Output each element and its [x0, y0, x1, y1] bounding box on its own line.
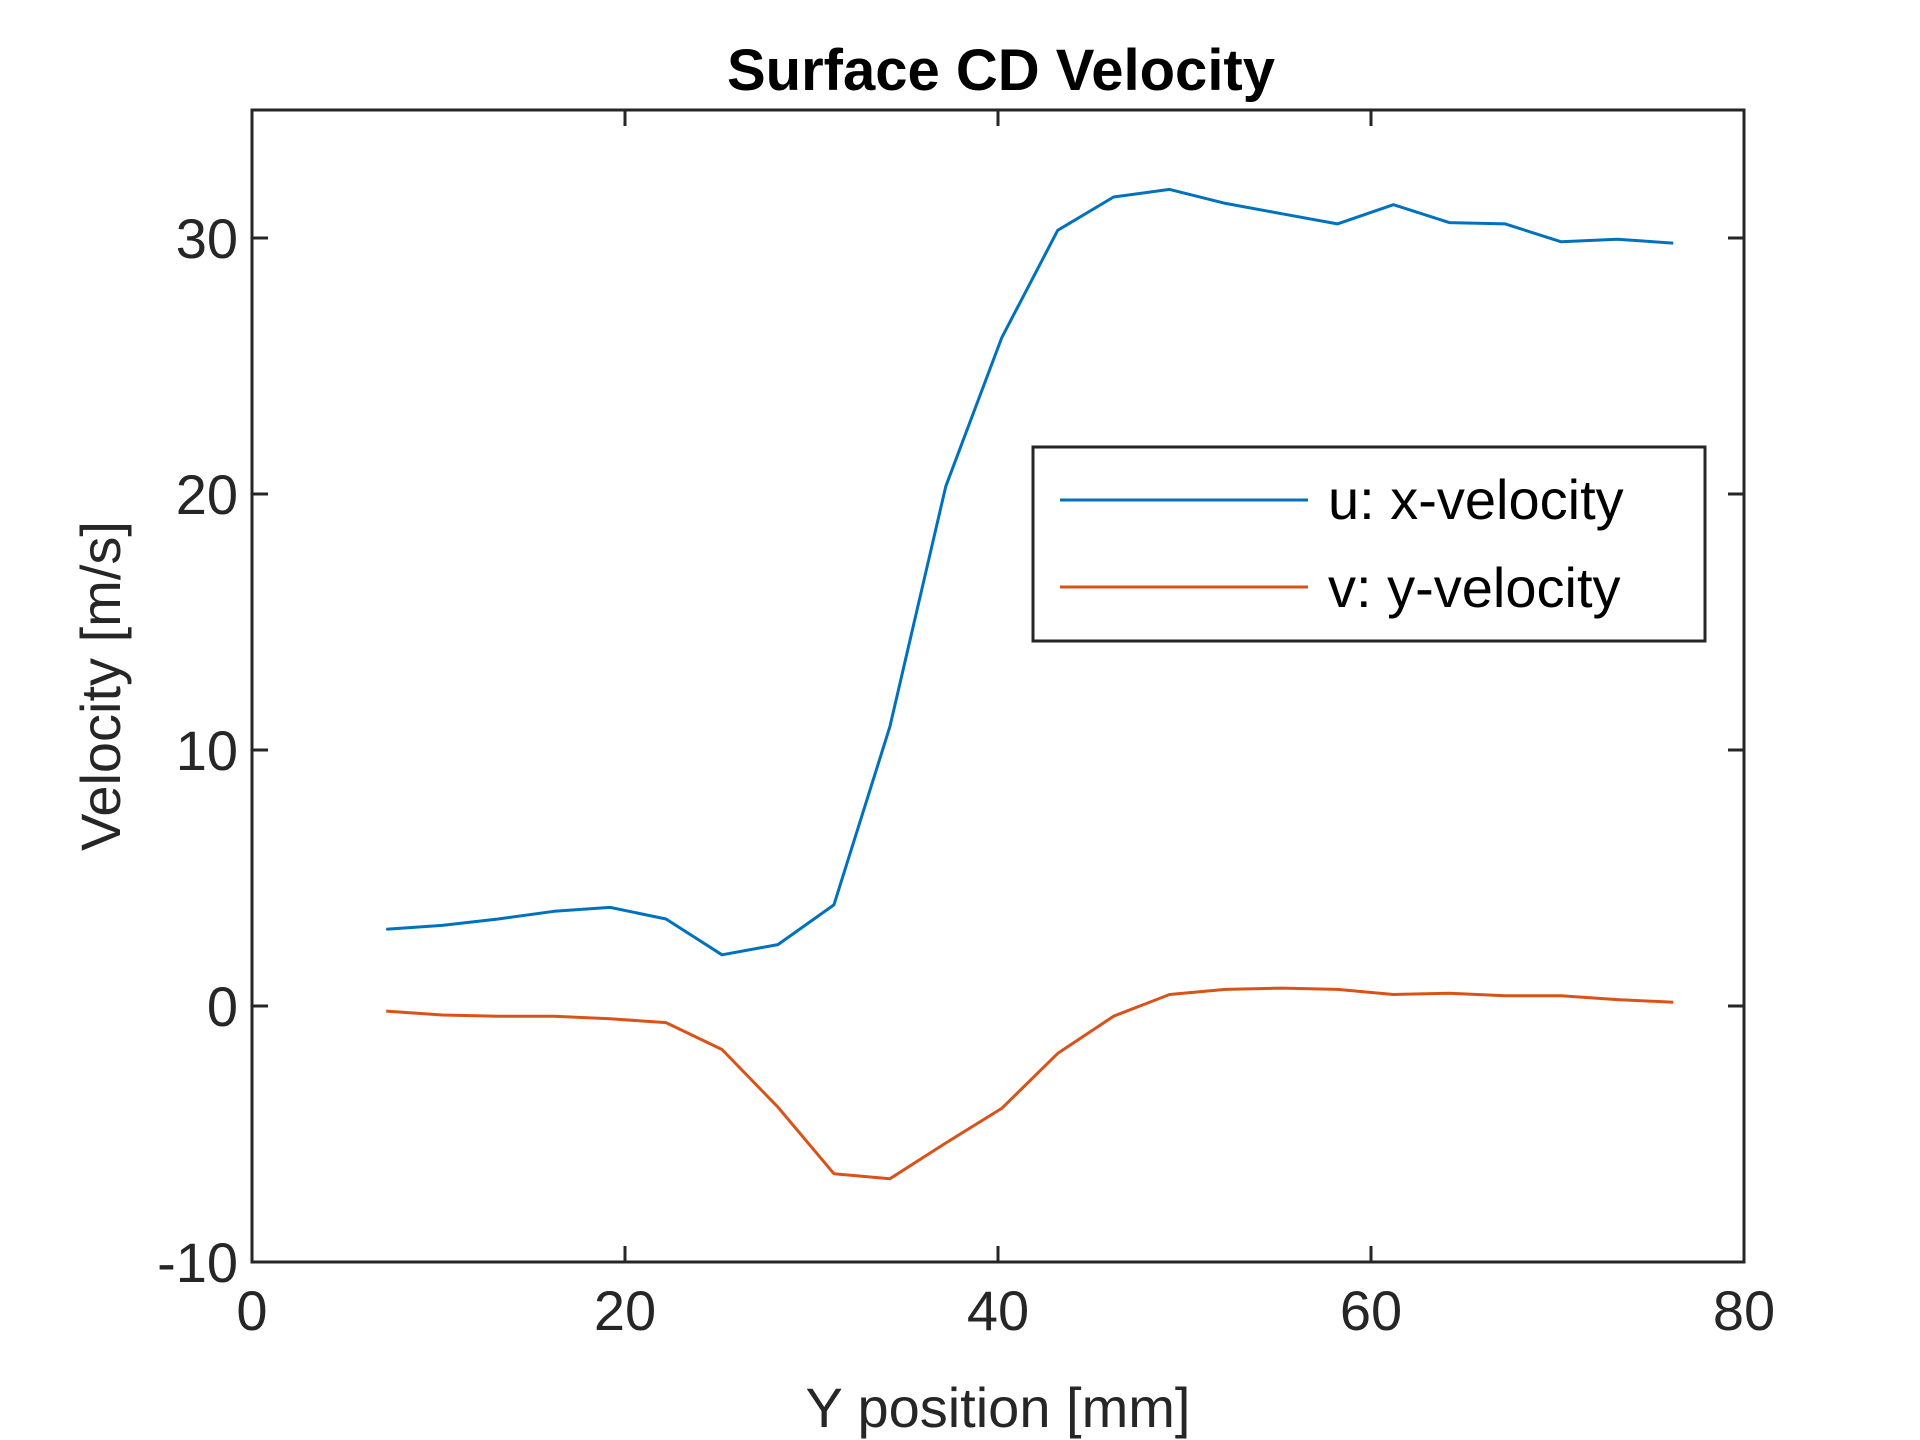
- data-point: [721, 1049, 723, 1050]
- data-point: [777, 944, 779, 946]
- data-point: [665, 918, 667, 920]
- data-point: [441, 1014, 443, 1016]
- data-point: [497, 918, 499, 920]
- x-tick-label: 0: [236, 1279, 267, 1342]
- data-point: [609, 906, 611, 908]
- data-point: [833, 1173, 835, 1175]
- legend-label-v: v: y-velocity: [1328, 556, 1621, 619]
- data-point: [889, 726, 891, 728]
- data-point: [1225, 988, 1226, 990]
- data-point: [1225, 202, 1226, 204]
- data-point: [1057, 1052, 1059, 1054]
- data-point: [1672, 242, 1674, 244]
- x-tick-label: 40: [967, 1279, 1029, 1342]
- data-point: [1616, 238, 1618, 240]
- data-point: [1336, 223, 1338, 225]
- data-point: [385, 928, 387, 930]
- data-point: [1336, 988, 1338, 990]
- legend-label-u: u: x-velocity: [1328, 468, 1624, 531]
- x-tick-label: 20: [594, 1279, 656, 1342]
- data-point: [1672, 1001, 1674, 1003]
- y-tick-label: 30: [176, 207, 238, 270]
- data-point: [1281, 987, 1282, 989]
- data-point: [553, 1015, 555, 1017]
- data-point: [1504, 995, 1506, 997]
- data-point: [497, 1015, 499, 1017]
- series-line-v: [386, 986, 1674, 1181]
- data-point: [1169, 994, 1171, 995]
- x-tick-label: 60: [1340, 1279, 1402, 1342]
- y-tick-label: 20: [176, 463, 238, 526]
- y-tick-label: 0: [207, 975, 238, 1038]
- data-point: [1169, 188, 1171, 190]
- data-point: [777, 1106, 779, 1108]
- data-point: [665, 1022, 667, 1024]
- data-point: [1616, 999, 1618, 1001]
- data-point: [609, 1018, 611, 1020]
- data-point: [553, 910, 555, 912]
- y-tick-label: -10: [157, 1231, 238, 1294]
- data-point: [1057, 229, 1059, 231]
- data-point: [385, 1010, 387, 1012]
- axes-box: [250, 108, 1746, 1264]
- data-point: [1392, 204, 1394, 206]
- data-point: [441, 924, 443, 926]
- data-point: [1448, 992, 1450, 994]
- chart-title: Surface CD Velocity: [727, 38, 1275, 103]
- x-tick-label: 80: [1713, 1279, 1775, 1342]
- data-point: [1504, 223, 1506, 225]
- data-point: [1560, 995, 1562, 997]
- data-point: [1392, 994, 1394, 995]
- data-point: [945, 485, 947, 487]
- legend-box: [1031, 445, 1707, 643]
- data-point: [945, 1142, 947, 1144]
- series-lines: [385, 187, 1674, 1181]
- legend: u: x-velocity v: y-velocity: [1031, 445, 1707, 643]
- y-axis-label: Velocity [m/s]: [69, 521, 132, 851]
- data-point: [721, 954, 723, 956]
- plot-area: [252, 110, 1744, 1262]
- data-point: [889, 1178, 891, 1180]
- data-point: [1001, 1107, 1003, 1109]
- data-point: [1560, 241, 1562, 243]
- data-point: [1113, 1015, 1115, 1017]
- series-line-u: [386, 187, 1674, 957]
- x-axis-label: Y position [mm]: [806, 1376, 1191, 1439]
- data-point: [833, 904, 835, 906]
- data-point: [1281, 213, 1282, 215]
- data-point: [1113, 196, 1115, 198]
- data-point: [1448, 222, 1450, 224]
- y-tick-label: 10: [176, 719, 238, 782]
- data-point: [1001, 337, 1003, 339]
